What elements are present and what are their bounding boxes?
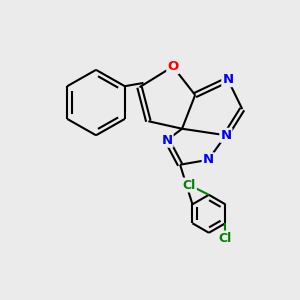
Text: O: O	[167, 60, 178, 73]
Text: N: N	[203, 153, 214, 166]
Text: N: N	[161, 134, 172, 147]
Text: Cl: Cl	[183, 178, 196, 191]
Text: Cl: Cl	[219, 232, 232, 244]
Text: N: N	[220, 129, 232, 142]
Text: N: N	[222, 73, 233, 86]
